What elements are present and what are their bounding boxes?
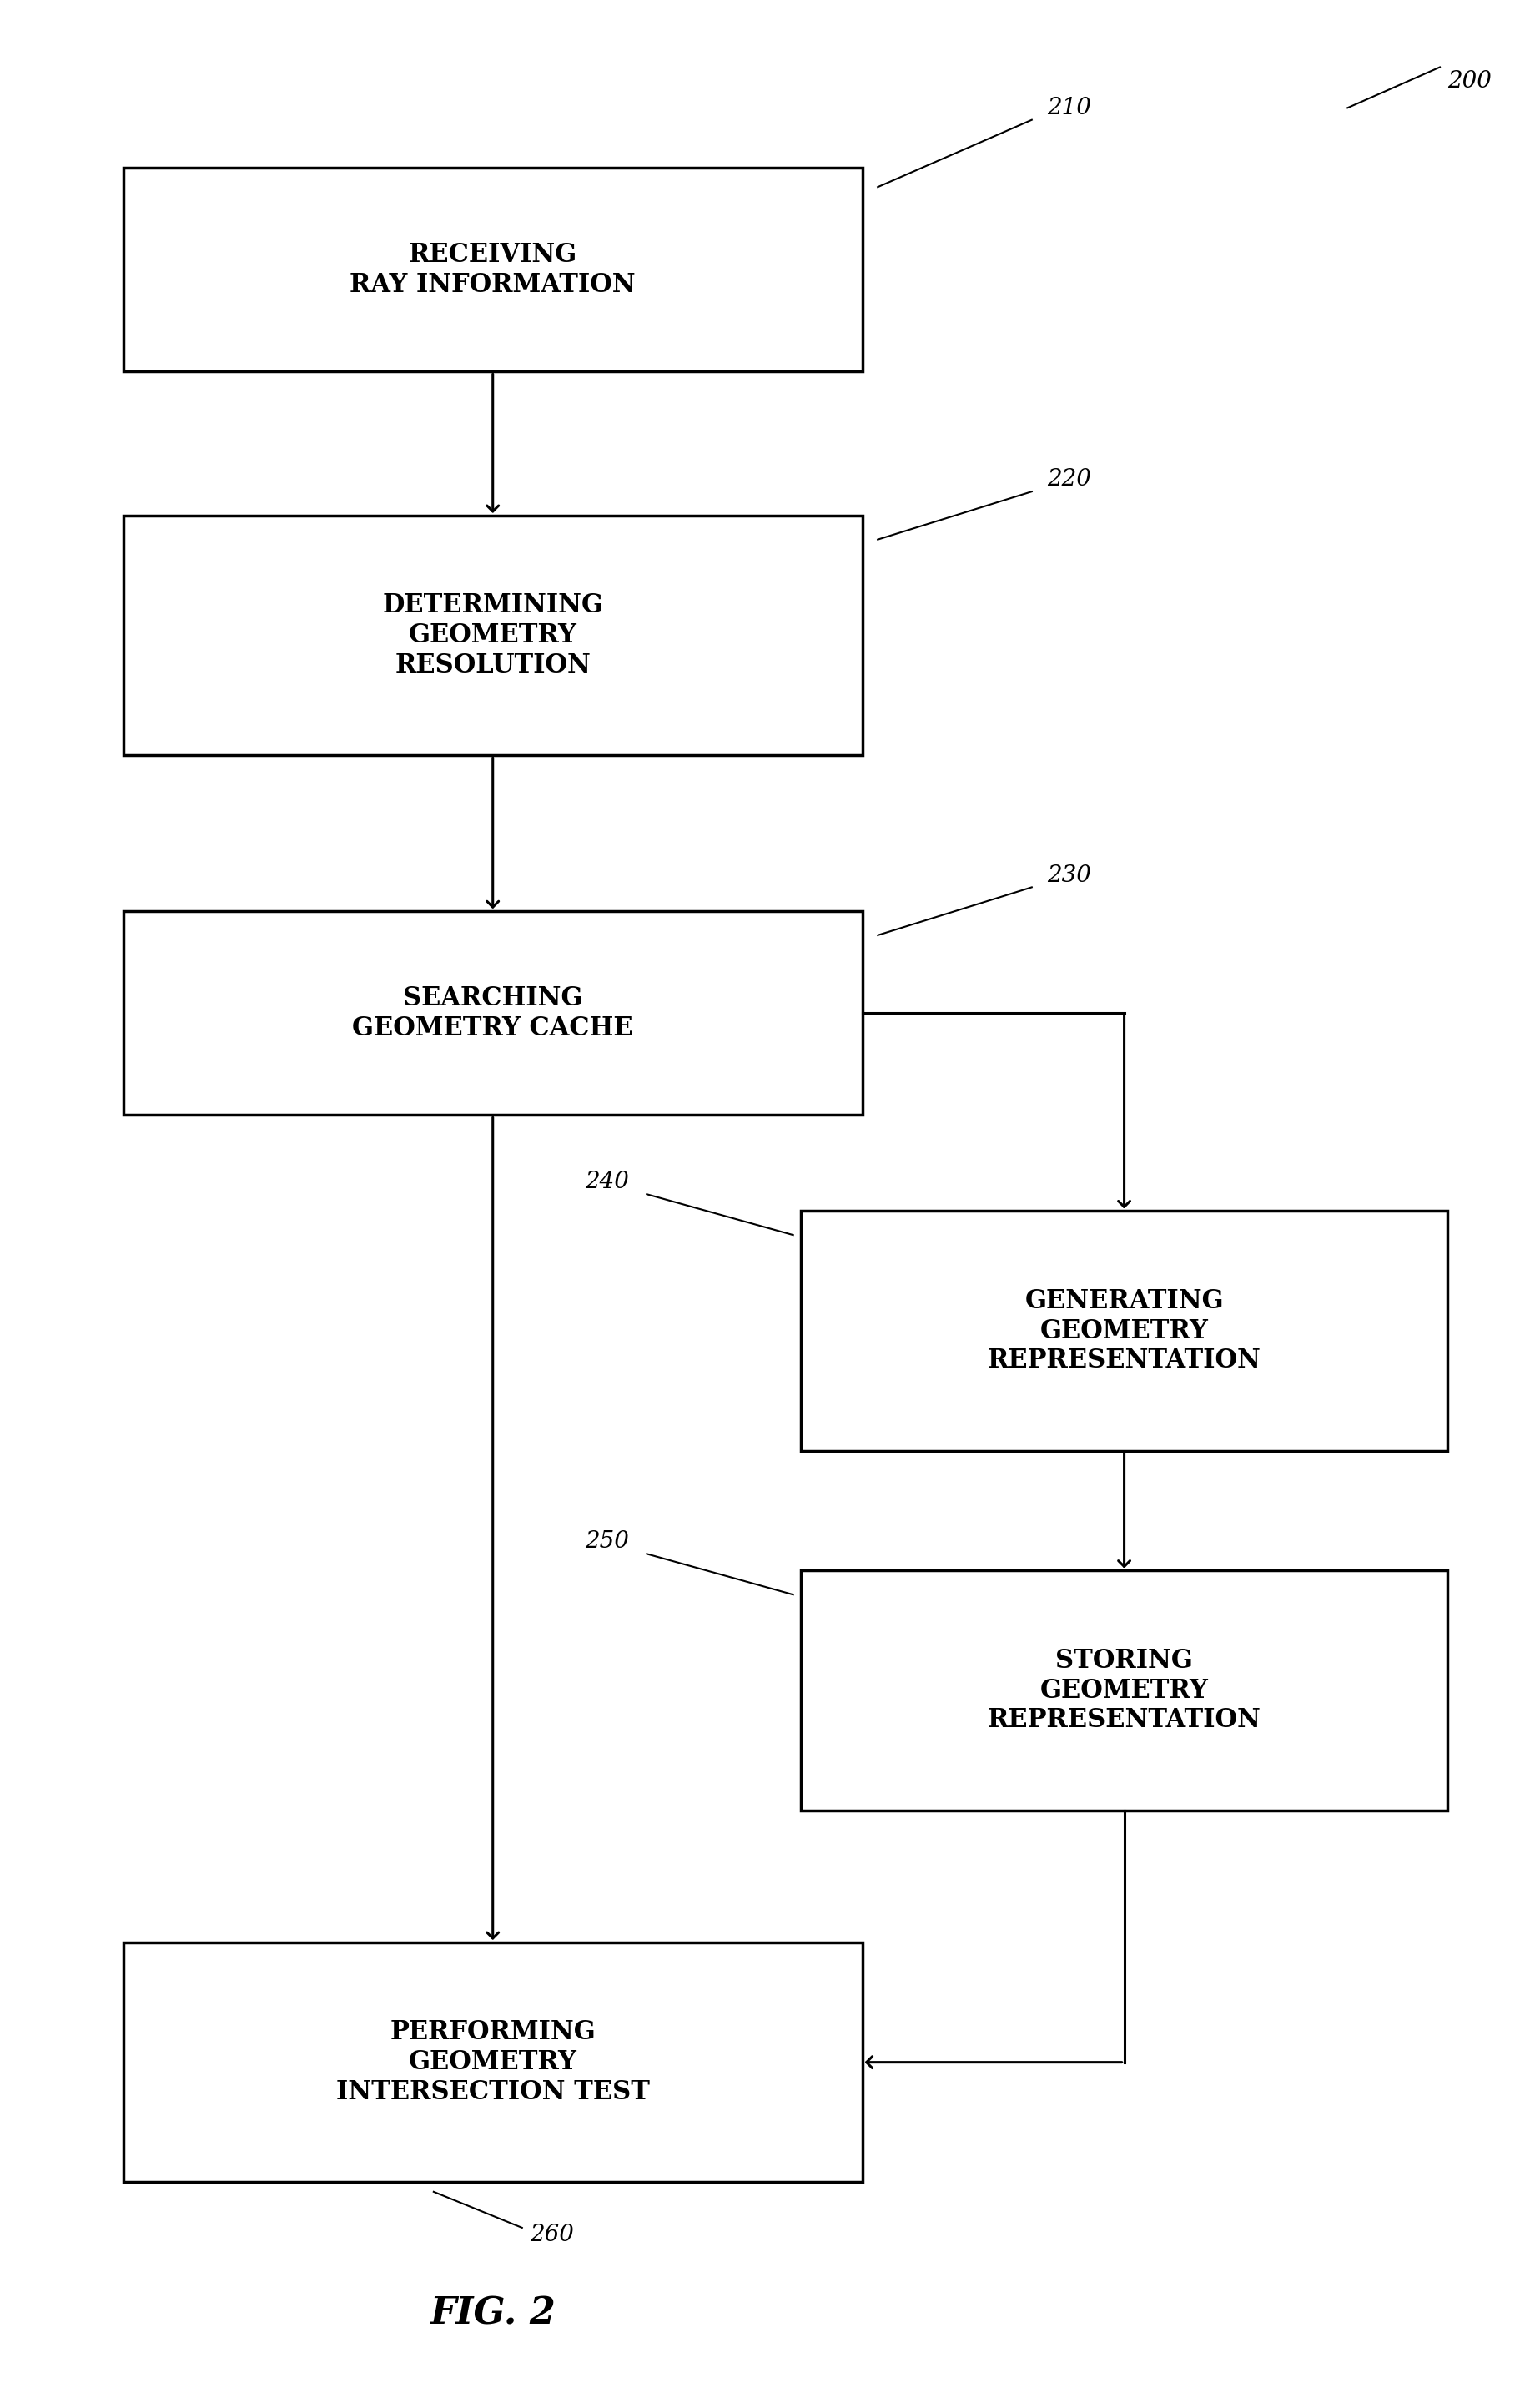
Text: DETERMINING
GEOMETRY
RESOLUTION: DETERMINING GEOMETRY RESOLUTION	[382, 592, 604, 679]
Text: 260: 260	[530, 2223, 574, 2247]
FancyBboxPatch shape	[123, 168, 862, 372]
Text: 250: 250	[585, 1530, 630, 1554]
FancyBboxPatch shape	[123, 911, 862, 1115]
Text: 240: 240	[585, 1170, 630, 1194]
Text: STORING
GEOMETRY
REPRESENTATION: STORING GEOMETRY REPRESENTATION	[987, 1647, 1261, 1734]
Text: PERFORMING
GEOMETRY
INTERSECTION TEST: PERFORMING GEOMETRY INTERSECTION TEST	[336, 2019, 650, 2105]
Text: FIG. 2: FIG. 2	[430, 2297, 556, 2331]
FancyBboxPatch shape	[801, 1211, 1448, 1451]
Text: RECEIVING
RAY INFORMATION: RECEIVING RAY INFORMATION	[350, 242, 636, 297]
Text: 220: 220	[1047, 468, 1092, 492]
Text: 210: 210	[1047, 96, 1092, 120]
FancyBboxPatch shape	[123, 1942, 862, 2182]
Text: 200: 200	[1448, 70, 1492, 94]
FancyBboxPatch shape	[123, 516, 862, 755]
FancyBboxPatch shape	[801, 1571, 1448, 1810]
Text: SEARCHING
GEOMETRY CACHE: SEARCHING GEOMETRY CACHE	[353, 986, 633, 1041]
Text: 230: 230	[1047, 863, 1092, 887]
Text: GENERATING
GEOMETRY
REPRESENTATION: GENERATING GEOMETRY REPRESENTATION	[987, 1288, 1261, 1374]
